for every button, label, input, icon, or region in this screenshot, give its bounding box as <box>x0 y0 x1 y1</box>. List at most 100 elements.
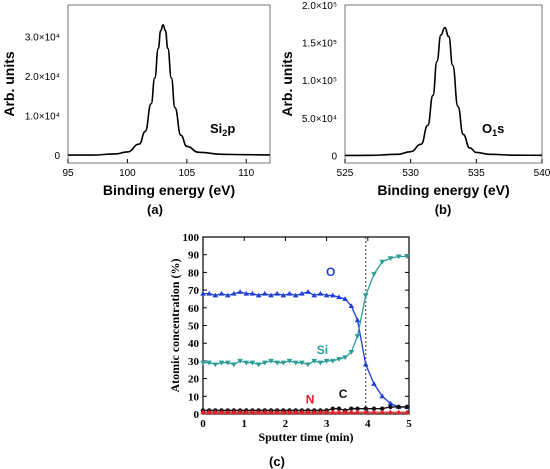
data-point-Si <box>395 254 402 260</box>
data-point-O <box>212 292 219 298</box>
data-point-O <box>249 290 256 296</box>
data-point-Si <box>286 358 293 364</box>
y-tick-label: 1.0×10⁴ <box>25 112 60 123</box>
data-point-N <box>336 409 342 415</box>
data-point-Si <box>342 355 348 361</box>
x-tick-label: 105 <box>178 168 195 179</box>
y-axis-label: Arb. units <box>279 51 295 117</box>
plot-frame <box>344 4 543 164</box>
data-point-Si <box>212 362 219 368</box>
plot-frame <box>67 4 271 164</box>
data-point-O <box>231 290 237 296</box>
data-point-O <box>262 290 268 296</box>
data-point-C <box>355 406 360 411</box>
data-point-C <box>336 406 342 411</box>
data-point-O <box>323 292 330 298</box>
x-tick-label: 5 <box>406 418 412 430</box>
data-point-Si <box>387 256 394 262</box>
y-tick-label: 20 <box>188 374 200 386</box>
y-tick-label: 30 <box>188 356 200 368</box>
data-point-N <box>305 409 311 415</box>
data-point-N <box>311 409 318 415</box>
data-point-Si <box>362 293 369 299</box>
data-point-Si <box>323 358 330 364</box>
data-point-N <box>317 409 324 415</box>
peak-annotation: Si2p <box>210 121 235 138</box>
x-axis-label: Sputter time (min) <box>258 430 353 444</box>
panel-caption: (b) <box>435 202 452 217</box>
data-point-N <box>354 409 361 415</box>
chart-panel-1: 95 100 105 110 0 1.0×10⁴ 2.0×10⁴ 3.0×10⁴ Binding… <box>1 4 271 217</box>
series-label-O: O <box>326 265 335 279</box>
x-tick-label: 3 <box>324 418 330 430</box>
y-tick-label: 80 <box>188 267 200 279</box>
data-point-N <box>286 409 293 415</box>
series-label-C: C <box>339 387 348 401</box>
data-point-N <box>212 409 219 415</box>
series-label-Si: Si <box>317 343 328 357</box>
data-point-N <box>218 409 225 415</box>
x-tick-label: 535 <box>468 168 485 179</box>
y-tick-label: 3.0×10⁴ <box>25 33 60 44</box>
data-point-Si <box>404 254 410 260</box>
x-axis-label: Binding energy (eV) <box>377 182 509 198</box>
data-point-Si <box>280 360 287 366</box>
y-tick-label: 5.0×10⁴ <box>302 114 337 125</box>
data-point-N <box>224 409 231 415</box>
x-axis-label: Binding energy (eV) <box>103 182 235 198</box>
data-point-N <box>268 409 274 415</box>
data-point-O <box>243 290 250 296</box>
data-point-O <box>237 289 243 294</box>
data-point-Si <box>255 362 262 368</box>
data-point-Si <box>231 362 237 368</box>
y-tick-label: 2.0×10⁵ <box>302 1 337 12</box>
data-point-N <box>323 409 330 415</box>
data-point-N <box>231 409 237 415</box>
data-point-C <box>349 406 354 411</box>
data-point-O <box>362 361 369 367</box>
data-point-Si <box>299 360 305 366</box>
data-point-N <box>348 409 355 415</box>
data-point-Si <box>354 334 361 339</box>
x-tick-label: 110 <box>238 168 254 179</box>
data-point-N <box>262 409 268 415</box>
y-tick-label: 0 <box>331 151 337 162</box>
data-point-Si <box>206 360 212 366</box>
panel-caption: (a) <box>147 202 163 217</box>
x-tick-label: 540 <box>534 168 550 179</box>
data-point-N <box>329 409 336 415</box>
data-point-O <box>342 296 348 301</box>
x-tick-label: 4 <box>365 418 371 430</box>
data-point-Si <box>329 358 336 364</box>
series-label-N: N <box>306 392 315 406</box>
data-point-Si <box>379 259 386 265</box>
data-point-O <box>274 290 280 296</box>
y-tick-label: 50 <box>188 321 200 333</box>
data-point-N <box>206 409 212 415</box>
data-point-N <box>292 409 299 415</box>
data-point-O <box>224 292 231 298</box>
data-point-Si <box>317 360 324 366</box>
data-point-N <box>274 409 280 415</box>
data-point-O <box>200 290 206 296</box>
data-point-N <box>237 409 243 415</box>
data-point-Si <box>348 350 355 355</box>
x-tick-label: 1 <box>241 418 247 430</box>
data-point-Si <box>224 360 231 366</box>
data-point-N <box>200 409 206 415</box>
y-tick-label: 60 <box>188 303 200 315</box>
data-point-O <box>354 317 361 323</box>
data-point-Si <box>268 358 274 364</box>
data-point-N <box>395 409 402 415</box>
data-point-C <box>404 404 410 410</box>
data-point-Si <box>371 272 377 277</box>
y-axis-label: Arb. units <box>1 51 17 117</box>
data-point-N <box>379 409 386 415</box>
x-tick-label: 525 <box>337 168 354 179</box>
data-point-N <box>255 409 262 415</box>
plot-frame <box>202 236 410 415</box>
data-point-O <box>329 292 336 298</box>
y-tick-label: 0 <box>54 151 60 162</box>
